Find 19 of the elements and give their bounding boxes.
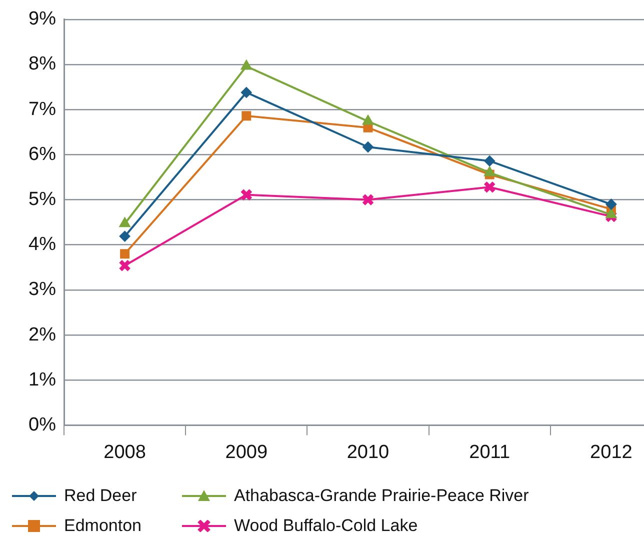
legend-label: Athabasca-Grande Prairie-Peace River [234,486,529,506]
y-tick-label: 9% [28,8,56,30]
x-tick-label: 2011 [469,442,510,463]
legend-label: Red Deer [64,486,137,506]
y-tick-label: 6% [28,144,56,165]
y-tick-label: 4% [28,234,56,256]
x-tick-label: 2012 [590,442,632,463]
x-tick-label: 2008 [104,442,146,463]
y-tick-label: 3% [28,279,56,300]
legend-label: Wood Buffalo-Cold Lake [234,516,418,536]
y-tick-label: 1% [28,369,56,390]
y-tick-label: 2% [28,324,56,346]
legend-label: Edmonton [64,516,142,536]
y-tick-label: 7% [28,98,56,120]
y-tick-label: 0% [28,414,56,436]
y-tick-label: 8% [28,54,56,75]
x-tick-label: 2009 [225,442,268,463]
y-tick-label: 5% [28,188,56,210]
x-tick-label: 2010 [346,442,390,463]
